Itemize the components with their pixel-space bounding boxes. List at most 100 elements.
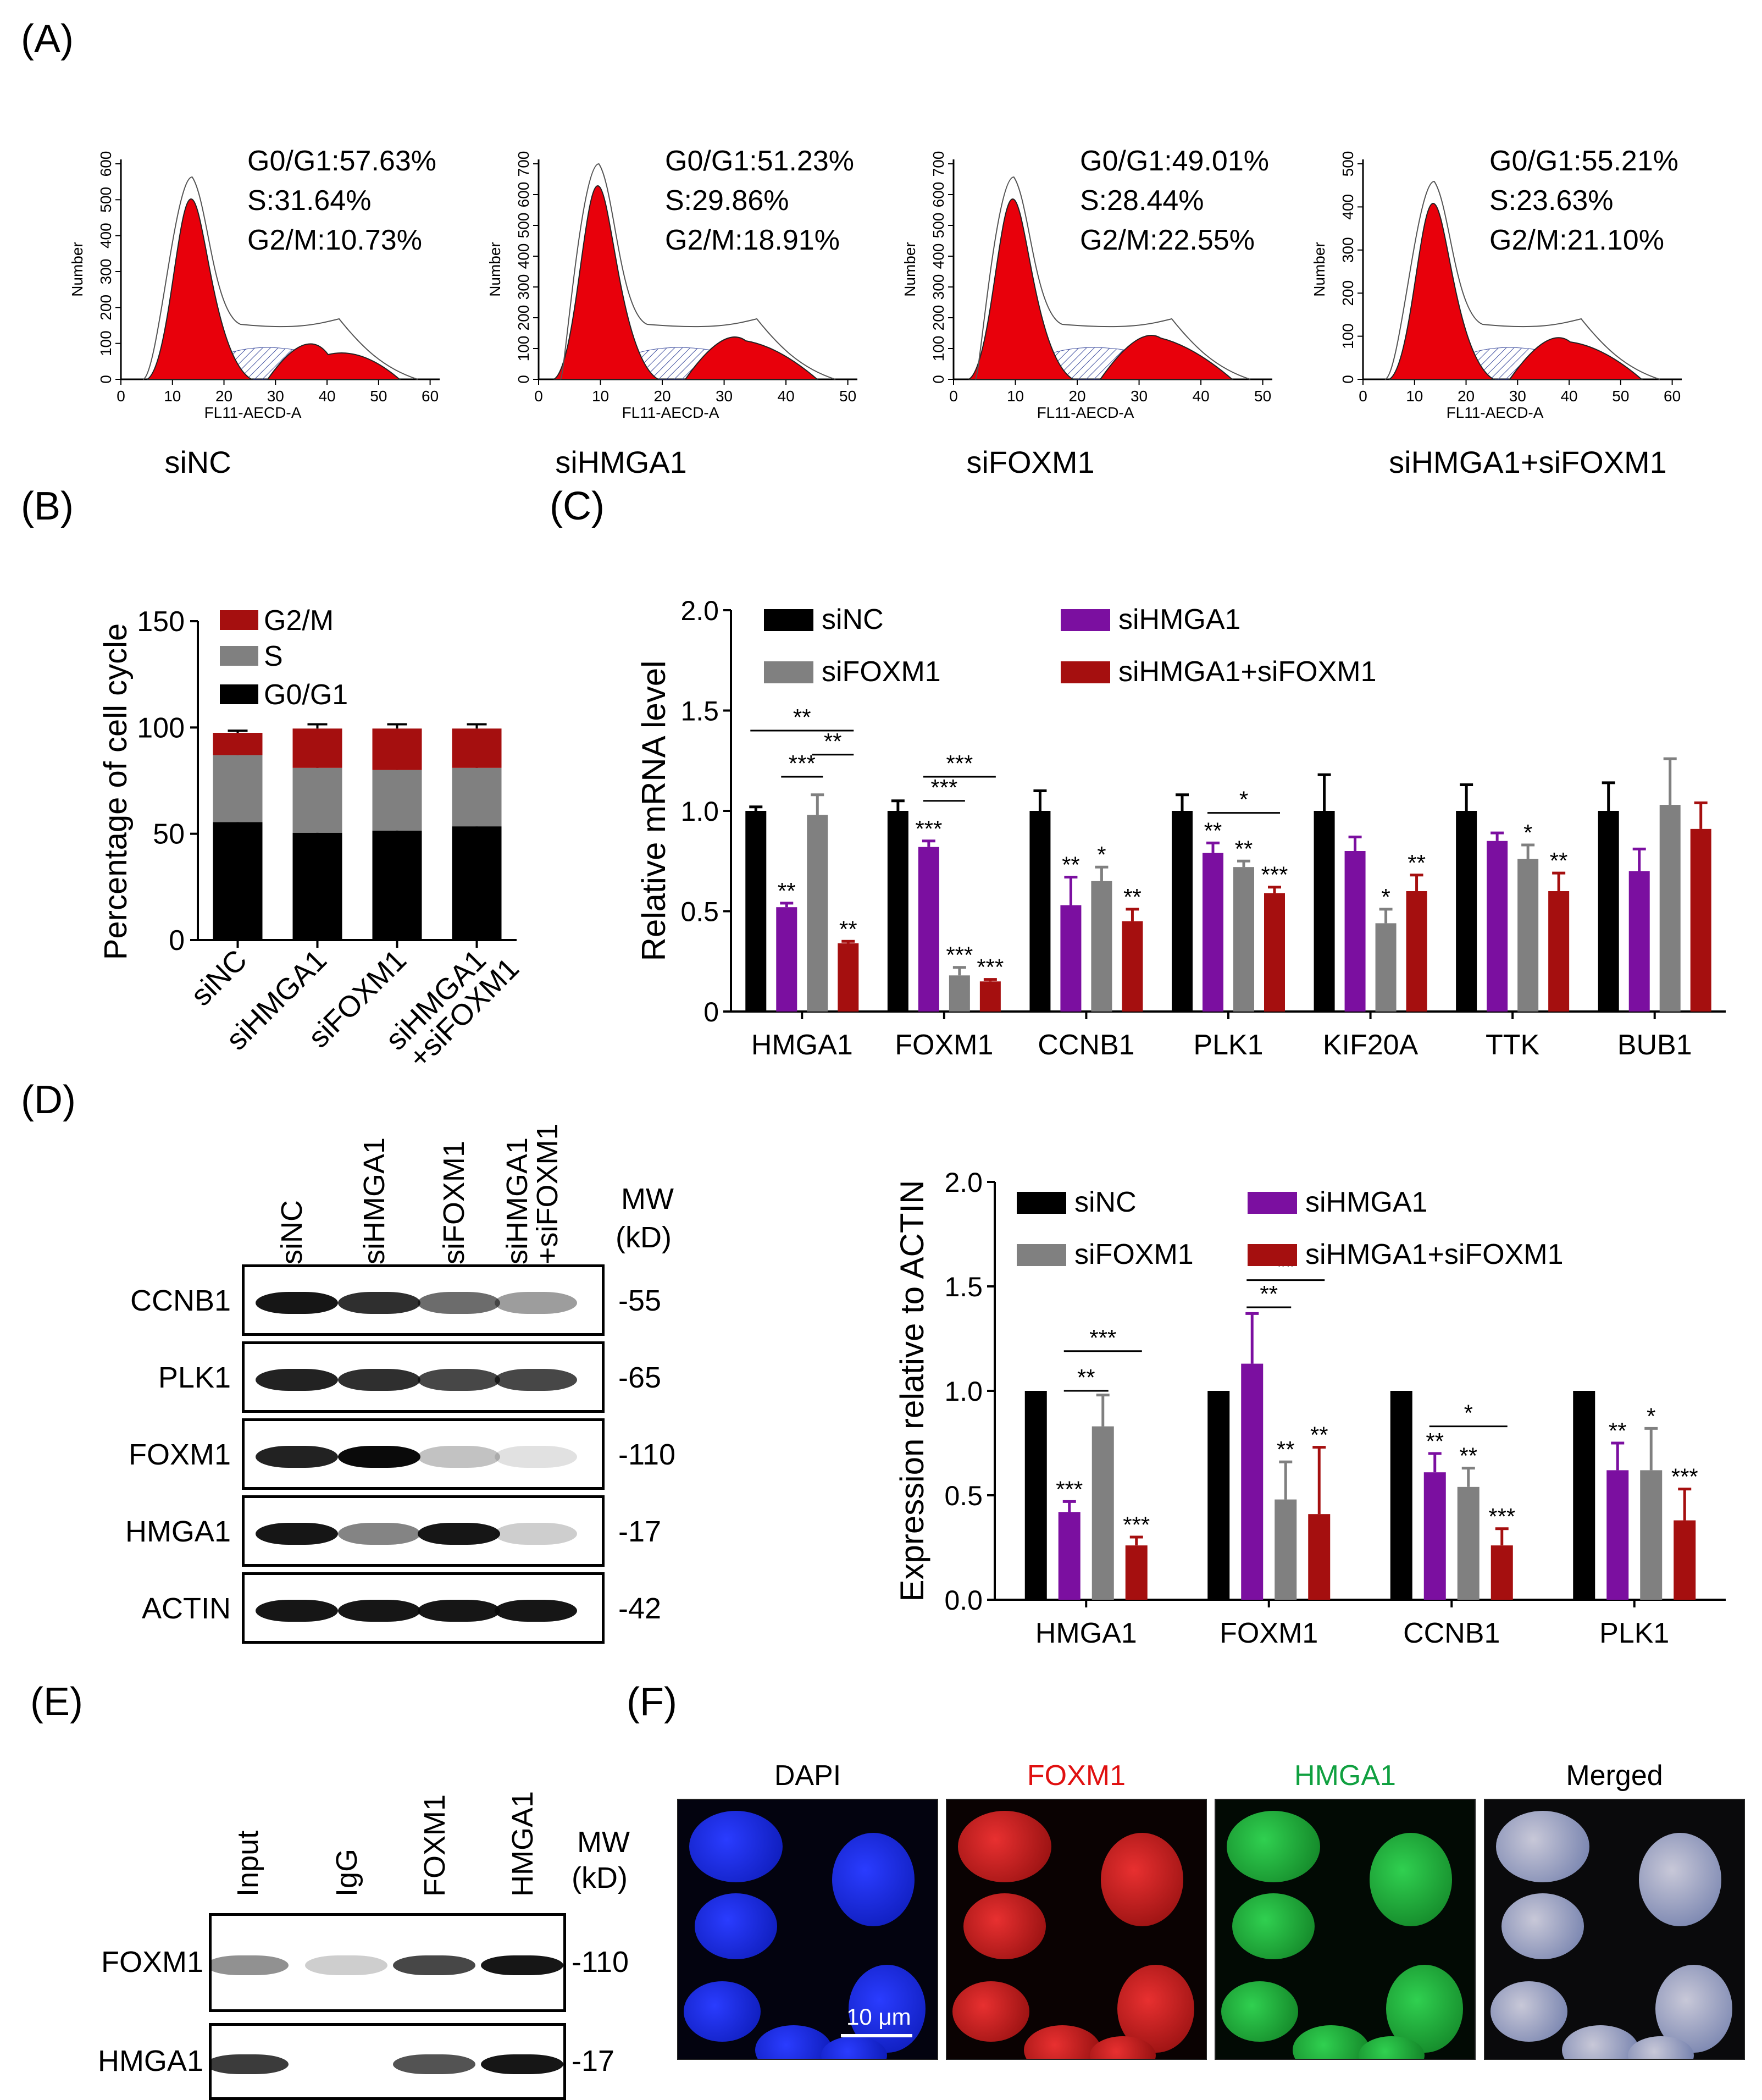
significance-mark: * <box>1381 884 1390 910</box>
legend-label: siFOXM1 <box>1074 1239 1194 1270</box>
bar <box>1548 891 1570 1012</box>
flow-y-tick-label: 300 <box>97 259 114 285</box>
bar <box>1241 1363 1264 1600</box>
g0g1-stat: G0/G1:57.63% <box>247 145 436 177</box>
bar <box>1172 811 1193 1012</box>
bar <box>1640 1470 1663 1600</box>
legend-swatch <box>1061 661 1110 683</box>
if-image-1 <box>946 1799 1207 2060</box>
significance-mark: *** <box>1671 1464 1698 1490</box>
g2m-stat: G2/M:18.91% <box>665 224 840 256</box>
g2m-peak <box>1099 335 1234 380</box>
y-tick-label: 50 <box>153 819 185 850</box>
nucleus <box>1359 2036 1425 2059</box>
bar <box>1314 811 1335 1012</box>
y-axis-label: Relative mRNA level <box>635 661 672 961</box>
legend-label: siHMGA1+siFOXM1 <box>1118 656 1377 688</box>
x-tick-label: KIF20A <box>1323 1029 1419 1061</box>
significance-mark: ** <box>1310 1422 1328 1448</box>
flow-y-tick-label: 400 <box>930 244 947 269</box>
flow-y-tick-label: 0 <box>515 375 532 384</box>
bar <box>1122 921 1143 1012</box>
significance-mark: *** <box>946 942 973 968</box>
significance-mark: ** <box>1408 850 1426 876</box>
bar <box>1674 1520 1696 1600</box>
significance-mark: ** <box>1123 884 1142 910</box>
comparison-label: ** <box>1260 1281 1278 1307</box>
mw-header: MW <box>621 1182 674 1215</box>
comparison-label: ** <box>824 728 842 754</box>
legend-label: G2/M <box>264 605 334 637</box>
flow-x-tick-label: 50 <box>839 388 856 405</box>
comparison-label: *** <box>946 750 973 776</box>
x-tick-label: siNC <box>185 943 253 1012</box>
legend-label: siHMGA1 <box>1118 604 1240 635</box>
lane-label: FOXM1 <box>418 1794 451 1897</box>
flow-y-tick-label: 400 <box>515 244 532 269</box>
legend-swatch <box>220 684 258 704</box>
lane-label: siHMGA1 <box>501 1137 534 1264</box>
bar <box>887 811 908 1012</box>
legend-label: siHMGA1 <box>1305 1186 1427 1218</box>
comparison-label: ** <box>1077 1364 1095 1390</box>
legend-swatch <box>1061 609 1110 631</box>
significance-mark: * <box>1097 842 1106 867</box>
bar <box>1573 1391 1595 1600</box>
panel-label-b: (B) <box>21 484 74 528</box>
flow-x-tick-label: 40 <box>318 388 335 405</box>
bar <box>1203 853 1223 1012</box>
protein-expression-chart: 0.0 0.5 1.0 1.5 2.0 Expression relative to AC… <box>894 1167 1726 1649</box>
protein-band <box>256 1446 338 1468</box>
protein-band <box>256 1600 338 1622</box>
nucleus <box>849 1965 926 2053</box>
bar <box>1264 893 1285 1012</box>
nucleus <box>1024 2025 1101 2059</box>
flow-x-tick-label: 10 <box>1406 388 1423 405</box>
nucleus <box>1090 2036 1156 2059</box>
bar <box>979 981 1001 1012</box>
bar <box>807 815 828 1012</box>
bar <box>1456 811 1477 1012</box>
bar <box>745 811 767 1012</box>
flow-y-tick-label: 600 <box>97 151 114 177</box>
significance-mark: ** <box>778 878 796 904</box>
significance-mark: ** <box>1459 1443 1477 1469</box>
nucleus <box>1227 1811 1320 1882</box>
nucleus <box>958 1811 1051 1882</box>
lane-label: IgG <box>330 1848 363 1897</box>
protein-band <box>212 2054 289 2074</box>
flow-group-label: siHMGA1 <box>555 445 687 479</box>
bar <box>1024 1391 1047 1600</box>
legend-label: siNC <box>1074 1186 1137 1218</box>
flow-y-tick-label: 700 <box>930 151 947 177</box>
comparison-label: * <box>1464 1400 1473 1426</box>
flow-y-tick-label: 500 <box>930 213 947 239</box>
g0g1-peak <box>1389 202 1496 380</box>
bar <box>1029 811 1051 1012</box>
bar <box>1308 1514 1331 1600</box>
if-image-0 <box>677 1799 938 2060</box>
bar <box>949 975 970 1012</box>
molecular-weight: -65 <box>618 1361 662 1394</box>
significance-mark: ** <box>1609 1418 1627 1444</box>
blot-strip <box>242 1572 605 1644</box>
mw-unit: (kD) <box>616 1221 672 1254</box>
significance-mark: * <box>1523 820 1532 845</box>
x-tick-label: HMGA1 <box>751 1029 853 1061</box>
g2m-peak <box>684 336 819 380</box>
molecular-weight: -17 <box>572 2044 615 2077</box>
flow-y-tick-label: 100 <box>1339 323 1356 349</box>
bar <box>1517 859 1539 1012</box>
nucleus <box>1501 1893 1584 1959</box>
flow-cytometry-figure: 0 10 20 30 40 50 600100200300400500600NumberFL… <box>69 145 1682 479</box>
x-tick-label: FOXM1 <box>1220 1617 1318 1649</box>
y-tick-label: 1.5 <box>944 1272 983 1302</box>
stacked-bar-segment <box>372 830 422 940</box>
molecular-weight: -17 <box>618 1515 662 1548</box>
g2m-peak <box>267 343 401 380</box>
flow-y-tick-label: 0 <box>930 375 947 384</box>
protein-band <box>495 1292 577 1314</box>
flow-y-tick-label: 200 <box>930 305 947 331</box>
stacked-bar-segment <box>213 755 263 822</box>
y-axis-label: Percentage of cell cycle <box>98 623 134 960</box>
